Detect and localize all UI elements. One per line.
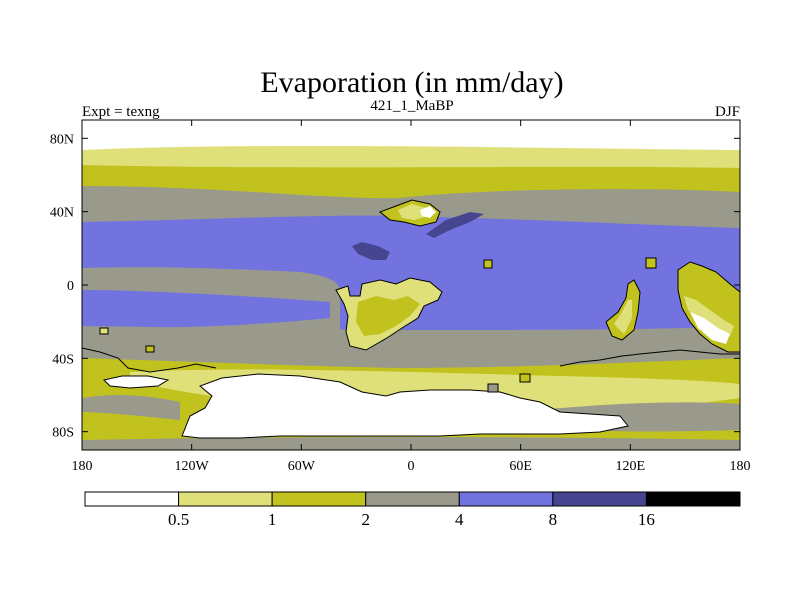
band-gray-bottom — [82, 437, 740, 450]
left-string: Expt = texng — [82, 104, 160, 120]
colorbar-swatch — [84, 491, 180, 507]
colorbar-level-label: 16 — [638, 510, 655, 529]
colorbar-swatch — [178, 491, 273, 507]
y-tick-label: 80S — [52, 426, 74, 441]
x-tick-label: 60E — [509, 459, 532, 474]
colorbar-level-label: 4 — [455, 510, 464, 529]
island-1 — [483, 259, 493, 269]
australia-light — [684, 296, 734, 336]
x-tick-label: 120E — [616, 459, 646, 474]
right-string: DJF — [715, 104, 740, 120]
south-america-core — [356, 296, 420, 336]
colorbar-level-label: 2 — [361, 510, 370, 529]
band-gray-antarctic — [82, 395, 180, 420]
colorbar-swatch — [552, 491, 647, 507]
y-tick-label: 80N — [50, 132, 74, 147]
x-tick-label: 120W — [175, 459, 210, 474]
eurasia-light — [398, 204, 428, 220]
band-gray-south — [82, 326, 740, 372]
high-evap-patch-1 — [352, 242, 390, 260]
x-tick-label: 60W — [288, 459, 316, 474]
colorbar-swatch — [645, 491, 741, 507]
colorbar-level-label: 8 — [549, 510, 558, 529]
colorbar-swatch — [458, 491, 554, 507]
x-tick-label: 0 — [408, 459, 415, 474]
high-evap-patch-2 — [426, 212, 484, 238]
y-tick-label: 0 — [67, 279, 74, 294]
band-lightyellow-north — [82, 145, 740, 172]
colorbar: 0.5 1 2 4 8 16 — [84, 491, 741, 529]
x-tick-label: 180 — [72, 459, 93, 474]
eurasia-white — [420, 206, 436, 218]
colorbar-swatch — [365, 491, 460, 507]
x-axis: 180 120W 60W 0 60E 120E 180 — [72, 120, 751, 474]
australia-white — [690, 312, 730, 344]
antarctica-low-evap — [181, 373, 629, 439]
island-4 — [145, 345, 155, 353]
island-2 — [645, 257, 657, 269]
colorbar-swatch — [271, 491, 367, 507]
y-axis: 80N 40N 0 40S 80S — [50, 132, 740, 441]
x-tick-label: 180 — [730, 459, 751, 474]
island-6 — [519, 373, 531, 383]
y-tick-label: 40N — [50, 206, 74, 221]
center-string: 421_1_MaBP — [370, 98, 453, 114]
y-tick-label: 40S — [52, 352, 74, 367]
chart-title: Evaporation (in mm/day) — [260, 66, 563, 99]
island-3 — [99, 327, 109, 335]
colorbar-level-label: 1 — [268, 510, 277, 529]
land-patch-south-pacific — [103, 375, 170, 389]
colorbar-level-label: 0.5 — [168, 510, 189, 529]
india-land-light — [614, 300, 632, 334]
map-plot-area — [82, 120, 740, 450]
band-blue-south-pacific — [82, 290, 330, 328]
island-5 — [487, 383, 499, 393]
southern-coastline — [82, 347, 740, 373]
